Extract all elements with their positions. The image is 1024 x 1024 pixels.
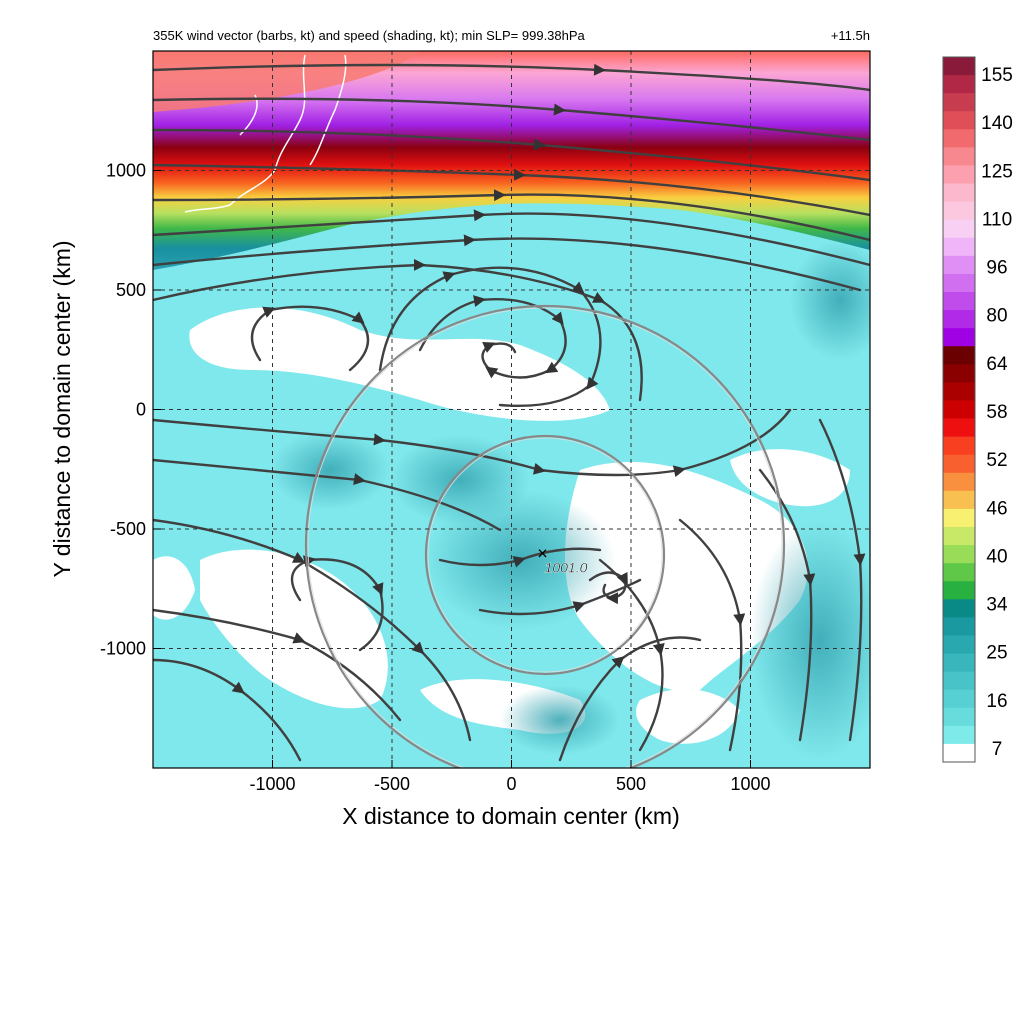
colorbar-swatch xyxy=(943,201,975,221)
colorbar-label: 25 xyxy=(986,643,1007,664)
colorbar-swatch xyxy=(943,273,975,293)
colorbar-label: 140 xyxy=(981,113,1013,134)
colorbar-swatch xyxy=(943,111,975,130)
colorbar-swatch xyxy=(943,147,975,167)
colorbar-swatch xyxy=(943,653,975,673)
x-tick-label: -1000 xyxy=(249,774,295,794)
min-slp-marker: × xyxy=(537,543,548,563)
colorbar-swatch xyxy=(943,527,975,546)
colorbar-swatch xyxy=(943,635,975,655)
streamlines xyxy=(153,63,870,762)
outer-range-circle xyxy=(304,304,786,768)
colorbar-labels: 155 140 125 110 96 80 64 58 52 46 40 34 25 16 7 xyxy=(981,65,1013,760)
colorbar-swatch xyxy=(943,219,975,239)
y-tick-label: 1000 xyxy=(106,161,146,181)
plot-title: 355K wind vector (barbs, kt) and speed (… xyxy=(153,28,586,43)
colorbar-swatch xyxy=(943,255,975,275)
colorbar-swatch xyxy=(943,689,975,709)
colorbar-label: 110 xyxy=(982,209,1012,230)
colorbar-label: 7 xyxy=(992,739,1003,760)
colorbar-swatch xyxy=(943,743,975,763)
min-slp-value: 1001.0 xyxy=(545,559,588,575)
y-tick-label: 0 xyxy=(136,400,146,420)
colorbar-swatch xyxy=(943,364,975,383)
colorbar-swatch xyxy=(943,292,975,311)
colorbar-swatch xyxy=(943,93,975,112)
x-tick-label: 1000 xyxy=(730,774,770,794)
colorbar-swatch xyxy=(943,382,975,402)
y-tick-label: 500 xyxy=(116,280,146,300)
colorbar-swatch xyxy=(943,400,975,420)
colorbar-label: 46 xyxy=(986,498,1007,519)
colorbar-swatch xyxy=(943,183,975,203)
colorbar-swatch xyxy=(943,310,975,329)
colorbar-label: 34 xyxy=(986,595,1008,616)
colorbar xyxy=(943,57,975,763)
colorbar-swatch xyxy=(943,346,975,365)
x-tick-label: 0 xyxy=(506,774,516,794)
colorbar-label: 16 xyxy=(986,691,1007,712)
colorbar-swatch xyxy=(943,490,975,510)
y-tick-label: -1000 xyxy=(100,639,146,659)
colorbar-label: 52 xyxy=(986,450,1007,471)
x-tick-label: -500 xyxy=(374,774,410,794)
colorbar-label: 96 xyxy=(986,258,1007,279)
colorbar-swatch xyxy=(943,617,975,637)
colorbar-swatch xyxy=(943,545,975,564)
colorbar-label: 64 xyxy=(986,354,1008,375)
colorbar-swatch xyxy=(943,57,975,76)
colorbar-label: 58 xyxy=(986,402,1007,423)
y-tick-label: -500 xyxy=(110,519,146,539)
x-axis-ticks: -1000 -500 0 500 1000 xyxy=(249,760,771,794)
x-axis-title: X distance to domain center (km) xyxy=(342,803,679,829)
colorbar-label: 40 xyxy=(986,546,1007,567)
y-axis-title: Y distance to domain center (km) xyxy=(49,240,75,577)
colorbar-swatch xyxy=(943,472,975,492)
min-slp-annotation: × 1001.0 xyxy=(537,543,587,575)
range-circles xyxy=(304,304,786,768)
colorbar-swatch xyxy=(943,328,975,347)
colorbar-swatch xyxy=(943,508,975,528)
colorbar-swatch xyxy=(943,599,975,618)
colorbar-swatch xyxy=(943,75,975,94)
colorbar-swatch xyxy=(943,707,975,727)
colorbar-swatch xyxy=(943,436,975,456)
y-axis-ticks: 1000 500 0 -500 -1000 xyxy=(100,161,161,659)
colorbar-swatch xyxy=(943,418,975,438)
colorbar-label: 80 xyxy=(986,306,1007,327)
colorbar-swatch xyxy=(943,165,975,185)
colorbar-swatch xyxy=(943,725,975,745)
x-tick-label: 500 xyxy=(616,774,646,794)
forecast-time: +11.5h xyxy=(831,28,870,43)
colorbar-frame xyxy=(942,56,976,763)
colorbar-label: 155 xyxy=(981,65,1013,86)
colorbar-swatch xyxy=(943,581,975,600)
colorbar-swatch xyxy=(943,454,975,474)
colorbar-swatch xyxy=(943,563,975,582)
inner-range-circle xyxy=(424,434,666,676)
colorbar-swatch xyxy=(943,237,975,257)
colorbar-swatch xyxy=(943,129,975,148)
colorbar-swatch xyxy=(943,671,975,691)
colorbar-label: 125 xyxy=(981,161,1013,182)
